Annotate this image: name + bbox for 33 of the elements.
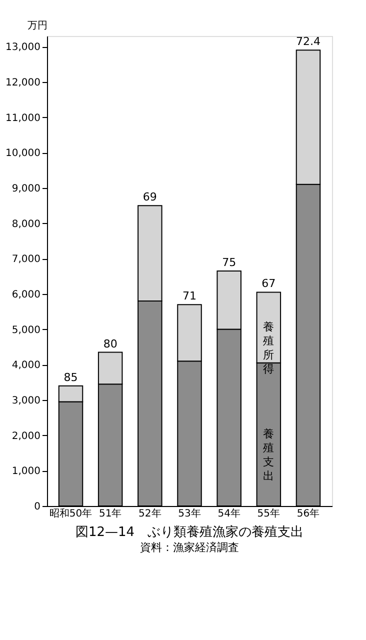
x-tick-label: 54年 (218, 508, 240, 520)
x-tick-label: 51年 (98, 508, 122, 520)
annotation: 71 (182, 290, 196, 303)
y-tick-label: 7,000 (12, 254, 40, 266)
y-tick-label: 13,000 (6, 42, 40, 54)
annotation: 80 (103, 337, 118, 350)
x-tick-label: 昭和50年 (49, 508, 92, 520)
y-tick-label: 5,000 (12, 324, 40, 336)
x-tick-label: 53年 (178, 508, 201, 520)
annotation: 75 (222, 256, 236, 269)
annotation: 85 (64, 370, 78, 384)
y-tick-label: 11,000 (6, 112, 40, 124)
annotation: 69 (142, 190, 157, 204)
series-label: 養殖支出 (263, 427, 274, 482)
series-label: 養殖所得 (263, 320, 274, 376)
y-tick-label: 12,000 (6, 77, 40, 88)
x-tick-label: 52年 (138, 508, 162, 520)
y-tick-label: 3,000 (12, 395, 40, 406)
y-tick-label: 2,000 (12, 430, 40, 442)
x-tick-label: 56年 (296, 508, 320, 520)
annotation: 67 (262, 277, 276, 290)
y-tick-label: 6,000 (12, 289, 40, 300)
annotation: 72.4 (296, 35, 320, 48)
x-tick-label: 55年 (257, 508, 280, 520)
y-tick-label: 9,000 (12, 183, 40, 194)
y-tick-label: 1,000 (12, 466, 40, 478)
text: 資料：漁家経済調査 (140, 541, 239, 554)
y-tick-label: 8,000 (12, 218, 40, 230)
text: 図12—14 ぶり類養殖漁家の養殖支出 (75, 524, 304, 540)
y-tick-label: 0 (34, 502, 40, 512)
y-axis-title: 万円 (28, 20, 48, 32)
y-tick-label: 10,000 (6, 148, 40, 160)
y-tick-label: 4,000 (12, 360, 40, 372)
